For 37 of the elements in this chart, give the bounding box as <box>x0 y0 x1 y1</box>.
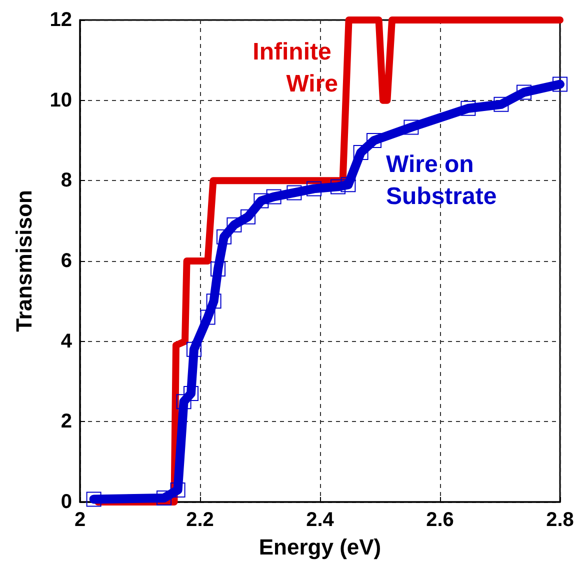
y-tick-label: 10 <box>50 89 72 112</box>
point <box>186 342 202 357</box>
y-tick-label: 6 <box>60 250 72 272</box>
y-tick-label: 4 <box>60 330 73 352</box>
point <box>516 84 532 100</box>
y-tick-label: 8 <box>60 170 72 192</box>
series-label: Wire on Substrate <box>386 151 497 210</box>
point <box>494 96 509 112</box>
y-axis-title: Transmisison <box>12 190 36 332</box>
x-tick-label: 2.4 <box>306 509 335 531</box>
x-tick-label: 2 <box>74 509 86 531</box>
series-label: Infinite Wire <box>252 38 338 98</box>
point <box>330 179 346 194</box>
point <box>176 394 192 410</box>
y-tick-label: 0 <box>60 491 72 513</box>
point <box>460 100 476 116</box>
point <box>286 185 302 200</box>
x-tick-label: 2.2 <box>186 509 214 531</box>
point <box>353 145 368 160</box>
point <box>170 482 186 498</box>
point <box>86 492 102 507</box>
y-tick-label: 12 <box>50 9 72 31</box>
x-axis-title: Energy (eV) <box>258 534 382 560</box>
x-tick-label: 2.6 <box>426 509 454 531</box>
point <box>254 193 269 208</box>
point <box>340 177 356 192</box>
point <box>226 217 242 232</box>
x-tick-label: 2.8 <box>546 509 574 531</box>
point <box>404 120 419 135</box>
point <box>552 76 568 92</box>
y-tick-label: 2 <box>60 410 72 433</box>
point <box>216 229 232 244</box>
point <box>306 181 322 196</box>
point <box>240 209 256 224</box>
point <box>200 310 216 325</box>
point <box>266 189 282 204</box>
point <box>206 294 222 309</box>
